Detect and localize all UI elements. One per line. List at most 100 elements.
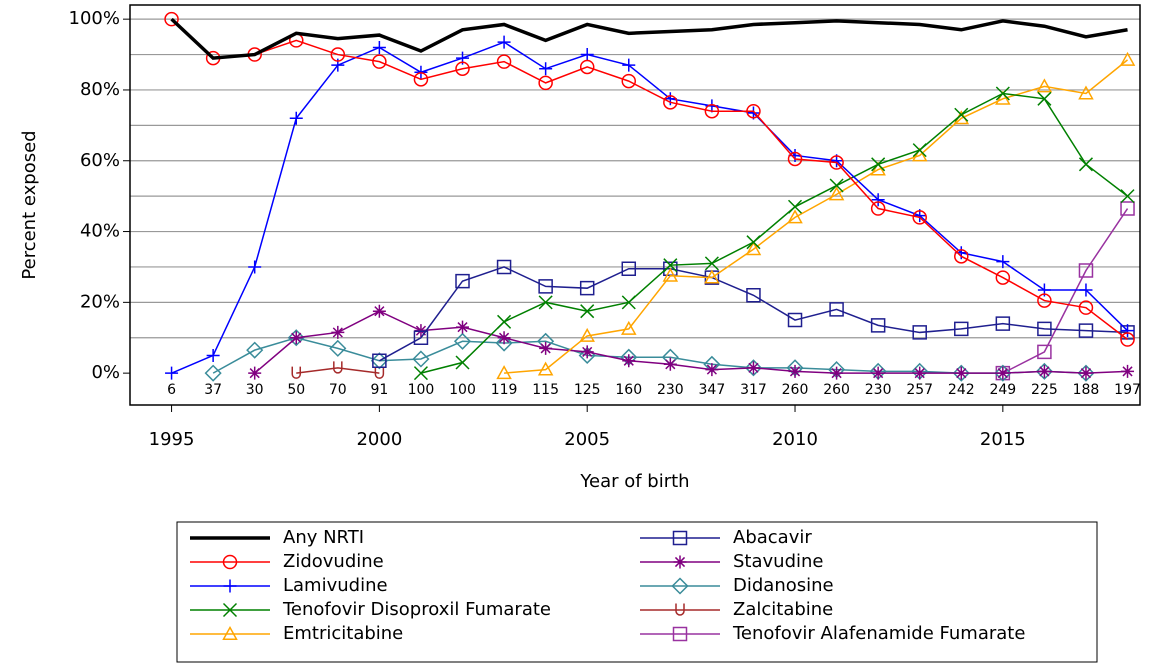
count-label: 37: [204, 382, 222, 398]
count-label: 30: [246, 382, 264, 398]
marker: [663, 357, 677, 371]
marker: [994, 364, 1012, 382]
legend-label: Stavudine: [733, 551, 823, 572]
legend-marker: [672, 530, 688, 546]
marker: [291, 366, 302, 379]
legend-label: Tenofovir Alafenamide Fumarate: [732, 623, 1025, 644]
series-line: [504, 59, 1129, 374]
marker: [374, 366, 385, 379]
marker: [663, 258, 678, 273]
marker: [165, 366, 179, 380]
count-label: 125: [574, 382, 601, 398]
marker: [1077, 364, 1095, 382]
legend-label: Lamivudine: [283, 575, 388, 596]
count-label: 260: [823, 382, 850, 398]
marker: [995, 86, 1010, 101]
marker: [372, 54, 387, 69]
marker: [1078, 263, 1094, 278]
marker: [455, 355, 470, 370]
marker: [204, 364, 222, 382]
marker: [663, 95, 678, 110]
y-tick-label: 0%: [91, 362, 120, 383]
marker: [704, 256, 719, 271]
marker: [663, 92, 677, 106]
marker: [912, 210, 927, 225]
marker: [413, 72, 429, 87]
marker: [912, 325, 927, 340]
count-label: 188: [1073, 382, 1100, 398]
legend-label: Didanosine: [733, 575, 834, 596]
legend-label: Zidovudine: [283, 551, 384, 572]
count-label: 160: [615, 382, 642, 398]
marker: [746, 288, 761, 303]
marker: [329, 339, 347, 357]
marker: [621, 295, 636, 310]
marker: [330, 47, 346, 62]
series-line: [171, 18, 1128, 341]
count-label: 100: [449, 382, 476, 398]
count-label: 115: [532, 382, 559, 398]
legend-marker: [673, 555, 687, 569]
marker: [952, 364, 970, 382]
marker: [995, 270, 1011, 285]
count-label: 242: [948, 382, 975, 398]
marker: [246, 341, 264, 359]
legend-label: Any NRTI: [283, 527, 364, 548]
marker: [829, 302, 844, 317]
x-tick-label: 2010: [772, 429, 818, 450]
marker: [746, 103, 761, 119]
marker: [745, 241, 762, 256]
marker: [539, 62, 553, 76]
marker: [539, 341, 553, 355]
count-label: 6: [167, 382, 176, 398]
marker: [580, 304, 595, 319]
marker: [705, 363, 719, 377]
marker: [662, 267, 679, 282]
x-axis-title: Year of birth: [579, 471, 689, 492]
marker: [787, 151, 803, 167]
marker: [1037, 321, 1052, 337]
marker: [495, 334, 513, 352]
marker: [622, 58, 636, 72]
marker: [413, 330, 429, 345]
count-label: 119: [491, 382, 518, 398]
marker: [828, 186, 845, 201]
marker: [580, 48, 594, 62]
count-label: 50: [287, 382, 305, 398]
marker: [413, 366, 428, 381]
marker: [455, 273, 470, 289]
marker: [1120, 189, 1135, 204]
y-tick-label: 20%: [80, 291, 120, 312]
count-label: 317: [740, 382, 767, 398]
count-label: 230: [657, 382, 684, 398]
count-label: 230: [865, 382, 892, 398]
legend-label: Emtricitabine: [283, 623, 403, 644]
legend-label: Tenofovir Disoproxil Fumarate: [282, 599, 551, 620]
marker: [289, 331, 303, 345]
marker: [620, 320, 637, 335]
legend-marker: [223, 579, 237, 593]
marker: [1078, 300, 1094, 315]
legend-box: [176, 521, 1098, 663]
marker: [331, 325, 345, 339]
series-line: [379, 266, 1128, 362]
y-tick-label: 100%: [69, 8, 120, 29]
marker: [372, 40, 386, 54]
marker: [579, 59, 595, 75]
x-tick-label: 2005: [564, 429, 610, 450]
marker: [412, 350, 430, 368]
marker: [497, 314, 512, 329]
marker: [744, 359, 763, 377]
marker: [1121, 324, 1135, 338]
marker: [1079, 283, 1093, 297]
marker: [1078, 157, 1094, 172]
marker: [954, 107, 969, 122]
marker: [871, 366, 885, 380]
marker: [1037, 293, 1052, 308]
marker: [372, 304, 386, 318]
count-label: 197: [1114, 382, 1141, 398]
marker: [995, 365, 1011, 381]
marker: [911, 147, 928, 162]
plot-frame: [129, 4, 1141, 406]
